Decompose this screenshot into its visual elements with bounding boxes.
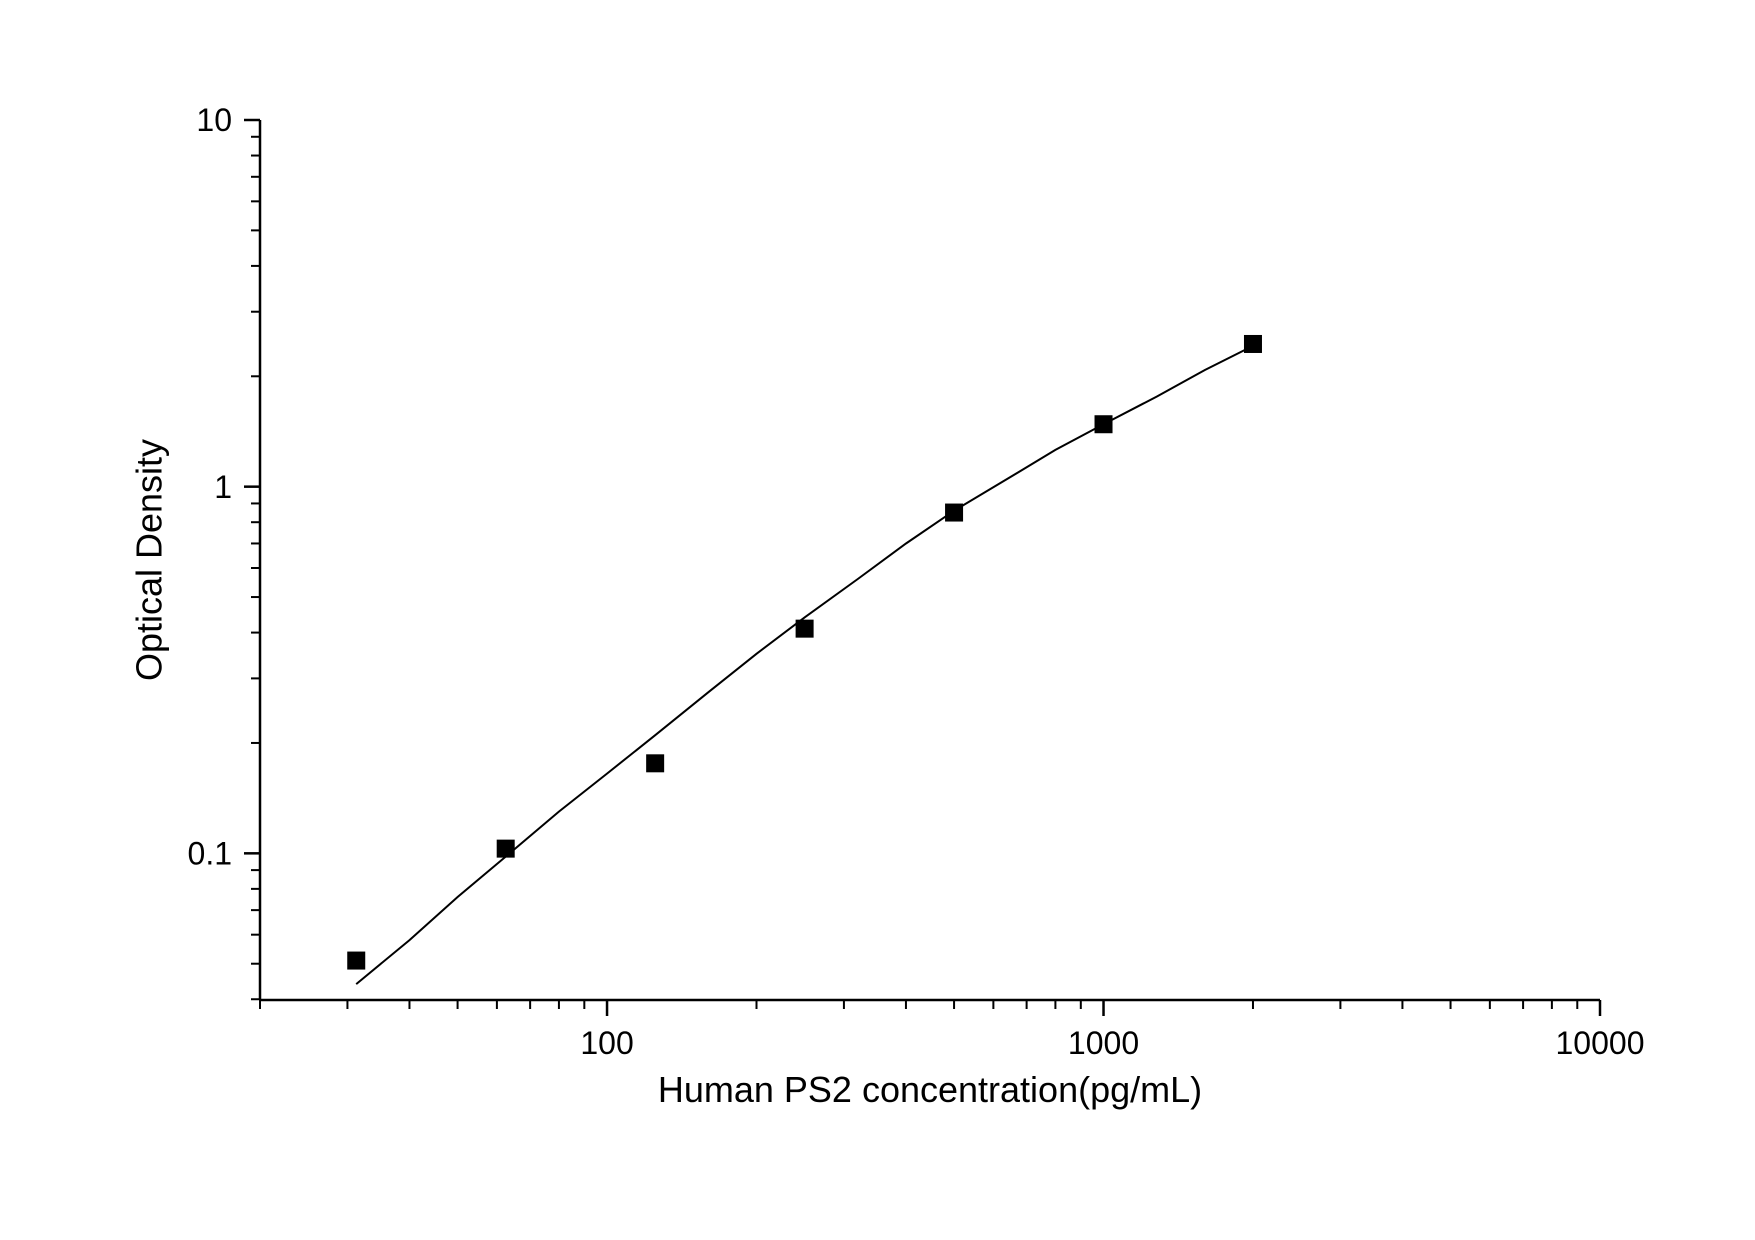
fit-curve [356,346,1253,984]
y-tick-label: 1 [214,469,232,505]
x-tick-label: 10000 [1556,1025,1645,1061]
data-point [646,754,664,772]
data-point [1244,335,1262,353]
standard-curve-chart: 100 1000 10000 0.1 1 10 Human PS2 concentratio… [0,0,1755,1240]
x-axis-label: Human PS2 concentration(pg/mL) [658,1069,1202,1110]
y-axis-label: Optical Density [129,439,170,681]
data-point [497,840,515,858]
data-point [1095,415,1113,433]
y-tick-label: 10 [196,102,232,138]
x-tick-label: 100 [580,1025,633,1061]
data-point [945,504,963,522]
data-point [347,952,365,970]
x-tick-label: 1000 [1068,1025,1139,1061]
data-point [796,620,814,638]
y-tick-label: 0.1 [188,836,232,872]
